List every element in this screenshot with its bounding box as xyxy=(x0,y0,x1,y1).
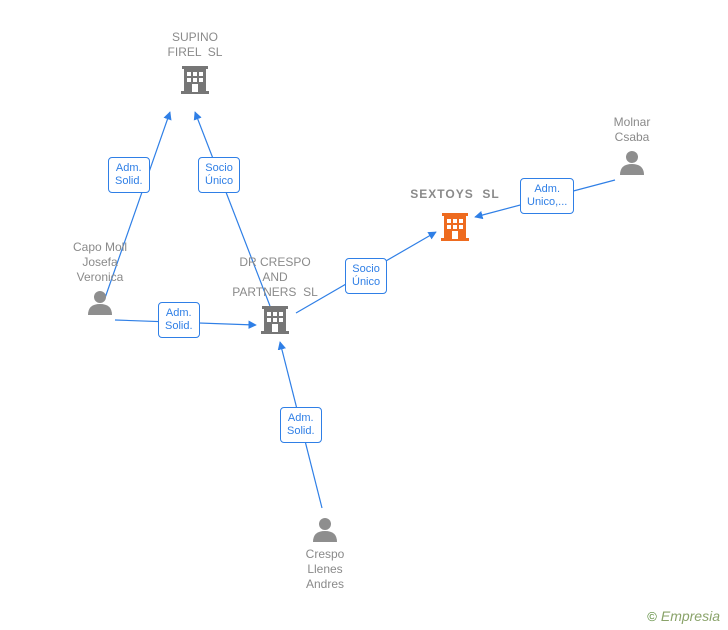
node-capo[interactable]: Capo Moll Josefa Veronica xyxy=(60,240,140,320)
edge-label-capo-drcrespo: Adm. Solid. xyxy=(158,302,200,338)
node-label-sextoys: SEXTOYS SL xyxy=(400,187,510,202)
node-crespo[interactable]: Crespo Llenes Andres xyxy=(290,512,360,592)
node-sextoys[interactable] xyxy=(441,207,469,246)
node-sextoys-label-wrap: SEXTOYS SL xyxy=(400,187,510,202)
building-icon xyxy=(441,211,469,246)
edge-label-drcrespo-sextoys: Socio Único xyxy=(345,258,387,294)
building-icon xyxy=(181,64,209,99)
edge-label-capo-supino: Adm. Solid. xyxy=(108,157,150,193)
node-label-capo: Capo Moll Josefa Veronica xyxy=(60,240,140,285)
node-label-drcrespo: DR CRESPO AND PARTNERS SL xyxy=(220,255,330,300)
copyright-symbol: © xyxy=(647,609,657,624)
node-molnar[interactable]: Molnar Csaba xyxy=(597,115,667,180)
building-icon xyxy=(261,304,289,339)
person-icon xyxy=(312,516,338,547)
person-icon xyxy=(87,289,113,320)
edge-label-molnar-sextoys: Adm. Unico,... xyxy=(520,178,574,214)
person-icon xyxy=(619,149,645,180)
node-label-crespo: Crespo Llenes Andres xyxy=(290,547,360,592)
node-supino[interactable]: SUPINO FIREL SL xyxy=(150,30,240,99)
edge-label-crespo-drcrespo: Adm. Solid. xyxy=(280,407,322,443)
watermark-text: Empresia xyxy=(661,608,720,624)
watermark: © Empresia xyxy=(647,608,720,624)
node-label-molnar: Molnar Csaba xyxy=(597,115,667,145)
edge-label-drcrespo-supino: Socio Único xyxy=(198,157,240,193)
node-label-supino: SUPINO FIREL SL xyxy=(150,30,240,60)
node-drcrespo[interactable]: DR CRESPO AND PARTNERS SL xyxy=(220,255,330,339)
